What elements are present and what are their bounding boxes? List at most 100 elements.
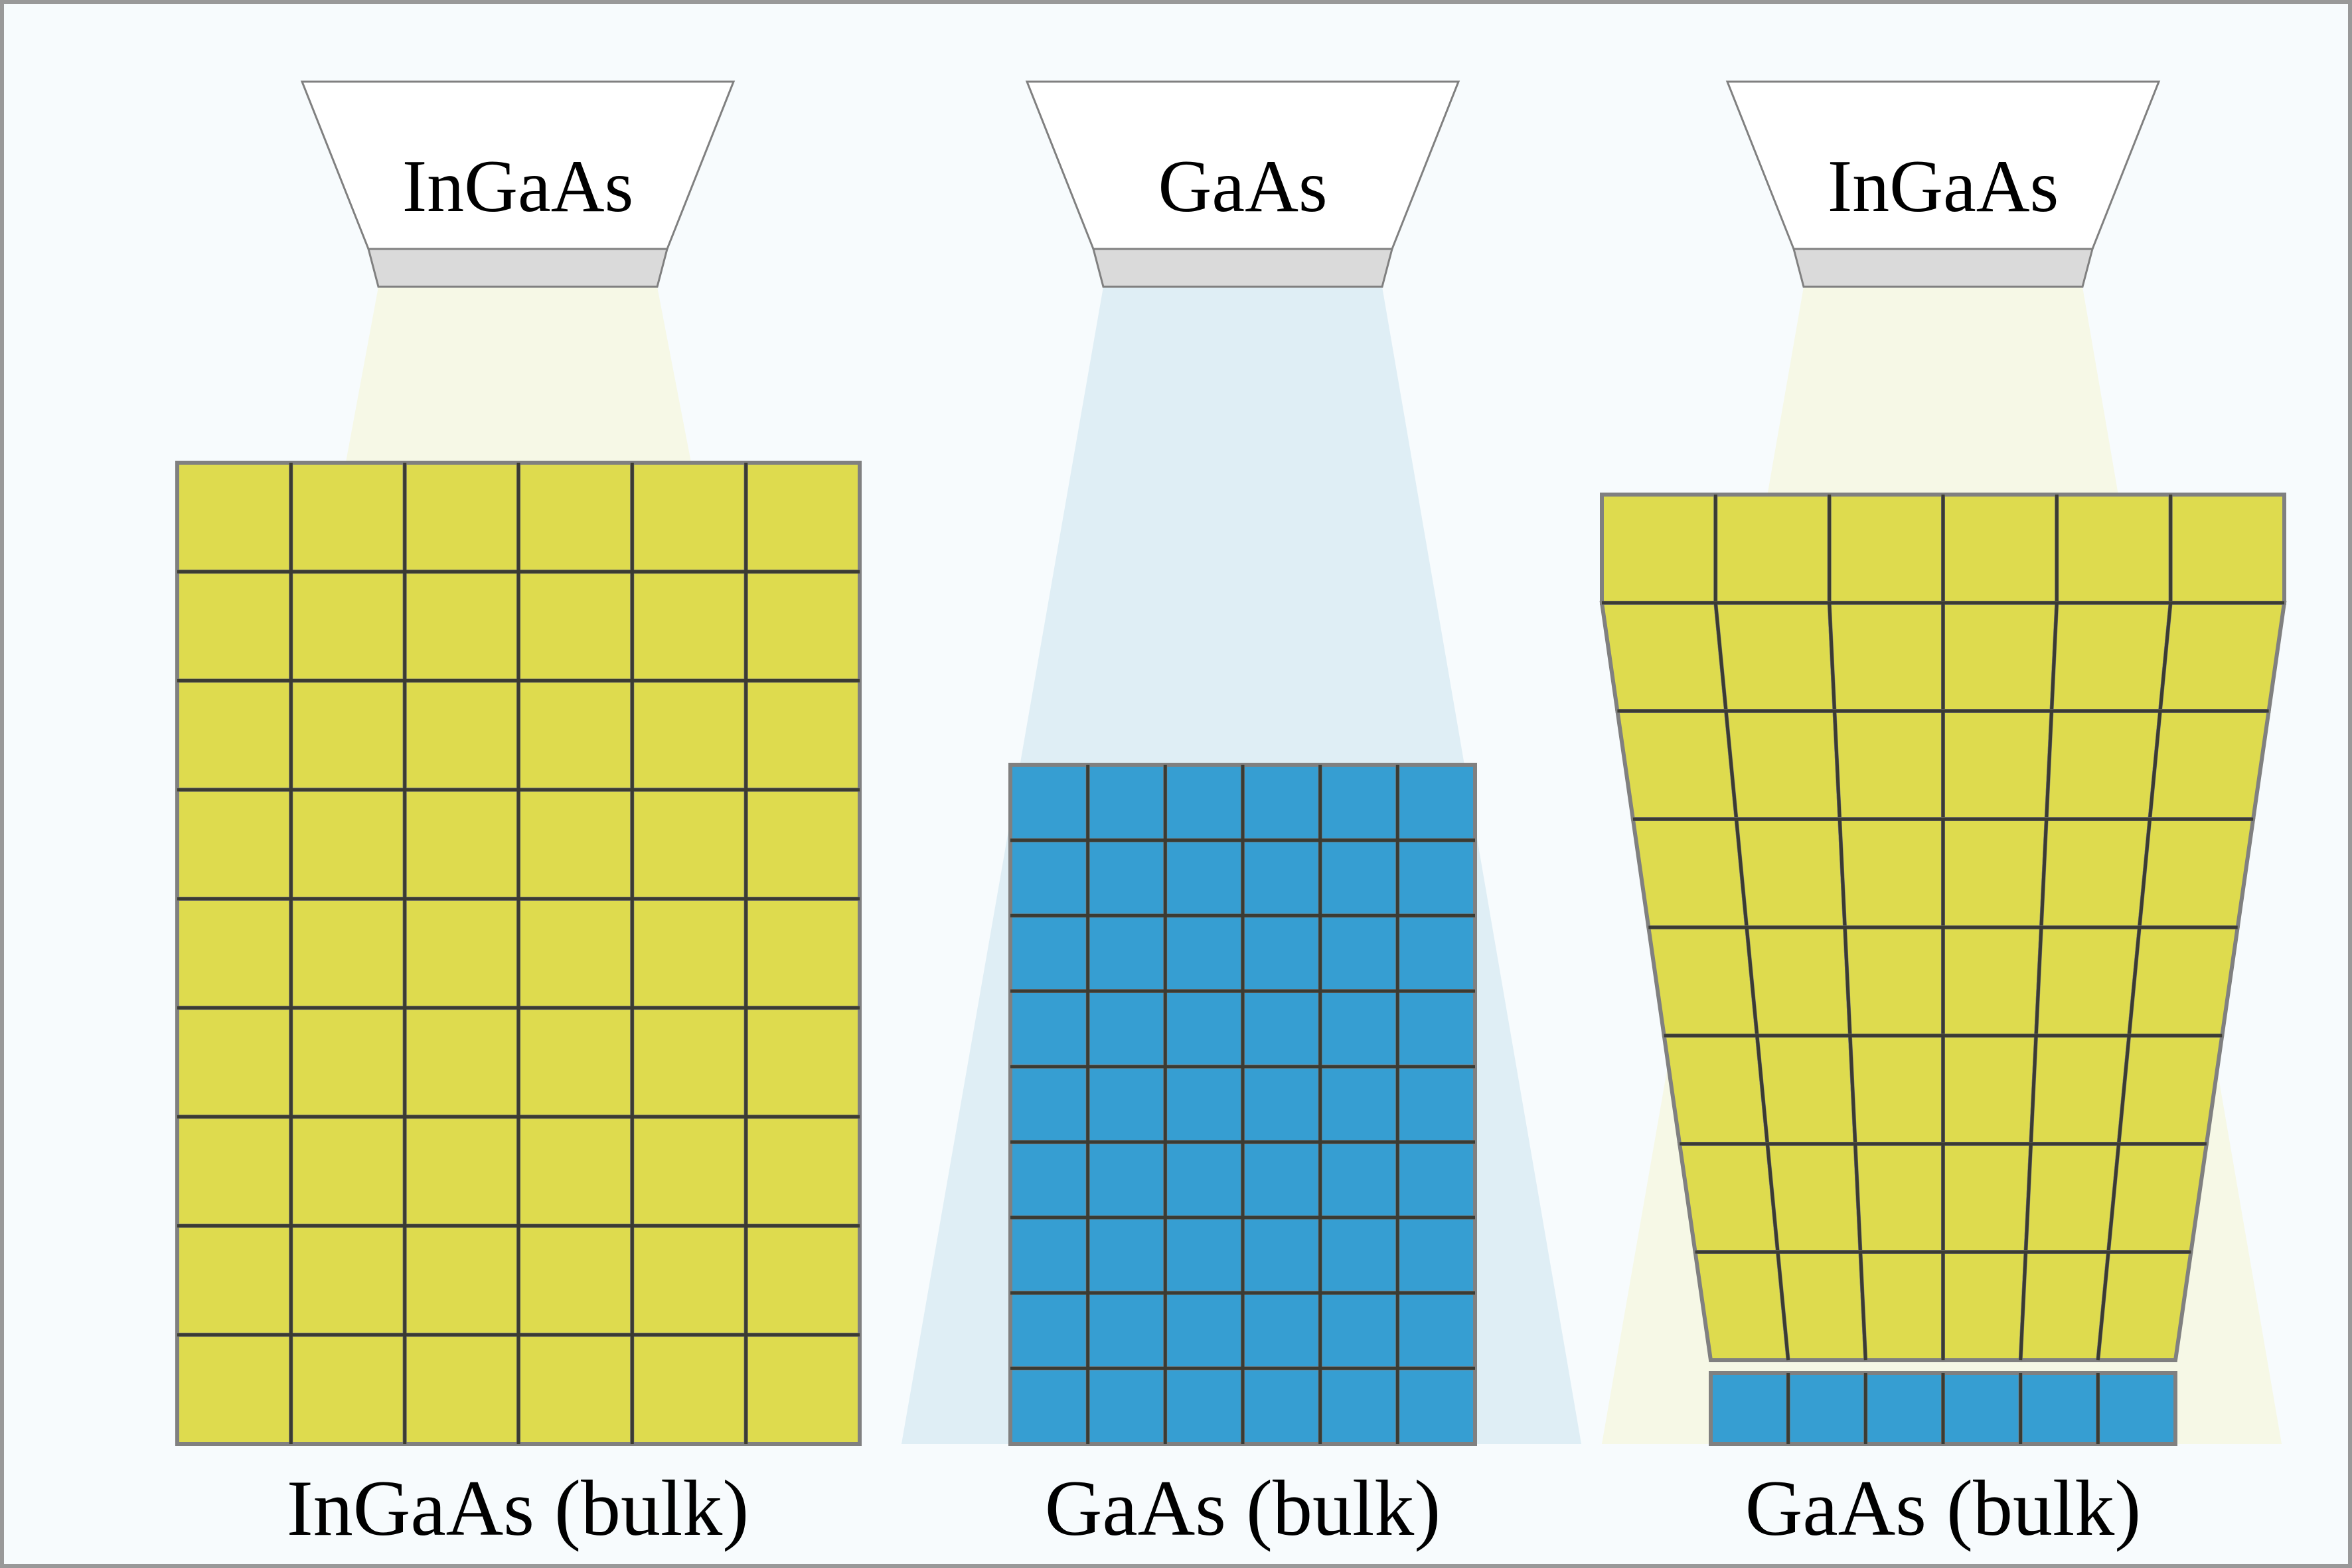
lattice-cell (1630, 817, 1749, 929)
lattice-cell (2055, 493, 2173, 605)
lattice-cell (1395, 763, 1478, 842)
lattice-cell (2095, 1250, 2193, 1362)
lattice-cell (1085, 989, 1168, 1069)
lattice-cell (2148, 709, 2272, 821)
lattice-cell (516, 461, 635, 574)
lattice-cell (1163, 989, 1245, 1069)
ingaas-source: InGaAs (1725, 80, 2161, 288)
lattice-cell (402, 1115, 521, 1228)
lattice-cell (289, 1223, 407, 1337)
lattice-cell (516, 1006, 635, 1119)
lattice-cell (1723, 709, 1842, 821)
lattice-cell (630, 896, 748, 1010)
lattice-column-line (1843, 927, 1852, 1036)
bulk-label: InGaAs (bulk) (287, 1464, 749, 1552)
lattice-column-line (1765, 1143, 1780, 1253)
lattice-cell (402, 461, 521, 574)
source-nozzle (1092, 248, 1393, 288)
lattice-cell (2126, 925, 2240, 1038)
lattice-cell (630, 1006, 748, 1119)
bulk-label: GaAs (bulk) (1045, 1464, 1441, 1552)
lattice-cell (2039, 817, 2152, 929)
lattice-cell (1241, 1064, 1322, 1144)
lattice-cell (1163, 1064, 1245, 1144)
lattice-cell (175, 896, 293, 1010)
lattice-cell (1395, 1064, 1478, 1144)
lattice-cell (516, 1332, 635, 1447)
lattice-cell (175, 678, 293, 792)
lattice-cell (1318, 1366, 1400, 1447)
lattice-cell (516, 787, 635, 901)
lattice-cell (402, 1223, 521, 1337)
substrate-cell (1709, 1371, 1790, 1446)
lattice-column-line (2050, 602, 2059, 712)
lattice-cell (1941, 709, 2054, 821)
lattice-column-line (2096, 1251, 2110, 1361)
lattice-cell (1085, 1215, 1168, 1295)
lattice-cell (1941, 1250, 2028, 1362)
lattice-cell (175, 1115, 293, 1228)
lattice-cell (1662, 1034, 1770, 1146)
lattice-cell (402, 1332, 521, 1447)
lattice-cell (289, 1332, 407, 1447)
lattice-cell (289, 787, 407, 901)
lattice-cell (1085, 763, 1168, 842)
lattice-cell (1827, 601, 1945, 713)
lattice-cell (630, 461, 748, 574)
lattice-cell (1085, 1366, 1168, 1447)
lattice-cell (1646, 925, 1760, 1038)
lattice-cell (2023, 1142, 2121, 1254)
lattice-cell (1085, 1140, 1168, 1220)
lattice-cell (402, 570, 521, 683)
lattice-cell (744, 1332, 862, 1447)
lattice-cell (1847, 1034, 1945, 1146)
lattice-cell (1600, 493, 1718, 605)
lattice-cell (1085, 1064, 1168, 1144)
lattice-cell (1842, 925, 1945, 1038)
lattice-cell (744, 896, 862, 1010)
lattice-cell (1163, 1215, 1245, 1295)
lattice-cell (1693, 1250, 1791, 1362)
lattice-cell (1832, 709, 1945, 821)
lattice-column-line (2117, 1035, 2131, 1144)
lattice-cell (630, 1223, 748, 1337)
lattice-cell (2049, 601, 2173, 713)
lattice-column-line (2039, 819, 2049, 928)
lattice-column-line (2029, 1035, 2038, 1144)
lattice-cell (1838, 817, 1945, 929)
lattice-cell (1713, 601, 1837, 713)
lattice-column-line (1745, 927, 1759, 1036)
lattice-cell (175, 1006, 293, 1119)
lattice-cell (744, 678, 862, 792)
lattice-cell (1395, 989, 1478, 1069)
lattice-cell (1318, 1064, 1400, 1144)
lattice-cell (289, 678, 407, 792)
lattice-column-line (2045, 710, 2053, 820)
lattice-cell (175, 1332, 293, 1447)
lattice-cell (1614, 709, 1739, 821)
lattice-cell (1241, 1215, 1322, 1295)
lattice-column-line (1724, 710, 1739, 820)
lattice-cell (1163, 1291, 1245, 1371)
lattice-cell (1318, 763, 1400, 842)
lattice-cell (1085, 1291, 1168, 1371)
lattice-cell (1163, 1140, 1245, 1220)
lattice-cell (1941, 1034, 2039, 1146)
lattice-cell (744, 1115, 862, 1228)
lattice-cell (1008, 1366, 1090, 1447)
lattice-column-line (2106, 1143, 2121, 1253)
lattice-cell (1853, 1142, 1945, 1254)
lattice-cell (402, 1006, 521, 1119)
lattice-cell (630, 1332, 748, 1447)
lattice-cell (1395, 1366, 1478, 1447)
lattice-cell (2029, 1034, 2132, 1146)
lattice-cell (1318, 1140, 1400, 1220)
source-label: InGaAs (1828, 145, 2059, 228)
lattice-cell (1008, 1140, 1090, 1220)
lattice-cell (2116, 1034, 2225, 1146)
lattice-cell (175, 461, 293, 574)
lattice-cell (1008, 989, 1090, 1069)
lattice-cell (1163, 1366, 1245, 1447)
lattice-cell (630, 1115, 748, 1228)
